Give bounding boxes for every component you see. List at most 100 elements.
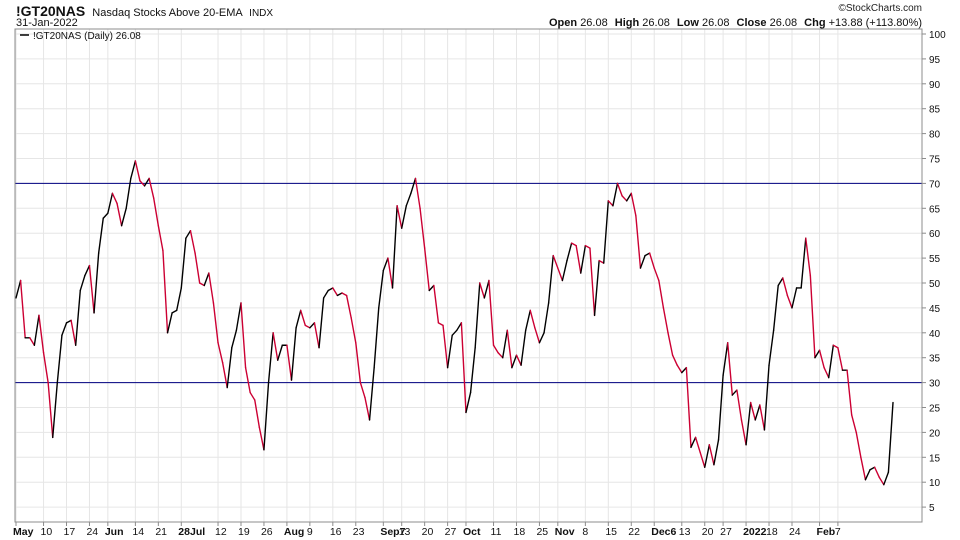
series-segment xyxy=(727,342,733,396)
exchange: INDX xyxy=(249,8,274,19)
series-segment xyxy=(699,451,706,468)
x-tick-label: 23 xyxy=(353,526,365,538)
series-segment xyxy=(777,277,784,287)
x-tick-label: 24 xyxy=(789,526,801,538)
series-segment xyxy=(607,200,614,207)
series-segment xyxy=(887,401,894,473)
x-tick-label: Feb xyxy=(817,526,836,538)
series-segment xyxy=(217,342,224,364)
series-segment xyxy=(515,354,522,366)
x-tick-label: 15 xyxy=(605,526,617,538)
series-segment xyxy=(653,267,660,282)
series-segment xyxy=(713,439,720,466)
series-segment xyxy=(56,334,63,384)
series-segment xyxy=(79,274,86,292)
series-segment xyxy=(97,217,104,254)
series-segment xyxy=(805,237,812,277)
y-tick-label: 25 xyxy=(929,404,941,415)
series-segment xyxy=(419,207,426,249)
series-segment xyxy=(327,287,334,292)
series-segment xyxy=(520,329,527,366)
x-axis: May 10 17 24 Jun 14 21 28Jul 12 19 26 Aug 9 16 23 Sep71… xyxy=(13,522,841,538)
close-value: 26.08 xyxy=(769,17,798,29)
x-tick-label: 27 xyxy=(720,526,732,538)
series-segment xyxy=(373,307,380,369)
series-segment xyxy=(786,294,793,309)
series-segment xyxy=(382,257,389,272)
series-segment xyxy=(433,284,440,324)
series-segment xyxy=(414,177,421,210)
series-segment xyxy=(102,212,109,219)
series-segment xyxy=(176,287,182,312)
series-segment xyxy=(717,374,724,441)
series-segment xyxy=(120,207,127,227)
series-segment xyxy=(391,205,398,289)
series-segment xyxy=(355,342,362,384)
series-segment xyxy=(93,252,100,314)
series-segment xyxy=(396,205,403,229)
series-segment xyxy=(313,322,320,349)
series-segment xyxy=(359,381,366,399)
series-segment xyxy=(635,215,642,269)
legend: !GT20NAS (Daily) 26.08 xyxy=(20,31,141,42)
y-tick-label: 30 xyxy=(929,379,941,390)
symbol-title: !GT20NAS Nasdaq Stocks Above 20-EMA INDX xyxy=(16,3,273,19)
series-segment xyxy=(277,344,284,361)
series-segment xyxy=(543,302,550,334)
series-segment xyxy=(763,364,770,431)
series-segment xyxy=(823,366,830,379)
series-segment xyxy=(524,309,531,332)
series-segment xyxy=(38,314,45,354)
x-tick-label: 10 xyxy=(41,526,53,538)
series-segment xyxy=(878,476,885,486)
chg-label: Chg xyxy=(804,17,826,29)
series-segment xyxy=(603,200,610,264)
series-segment xyxy=(855,431,862,458)
series-segment xyxy=(616,182,623,197)
x-tick-label: 14 xyxy=(132,526,144,538)
series-segment xyxy=(249,391,256,401)
x-tick-label: 16 xyxy=(330,526,342,538)
series-segment xyxy=(304,324,311,329)
series-segment xyxy=(254,399,261,429)
series-segment xyxy=(584,244,591,249)
series-segment xyxy=(286,344,293,381)
y-tick-label: 20 xyxy=(929,428,941,439)
series-segment xyxy=(336,292,343,297)
series-segment xyxy=(428,284,435,292)
series-segment xyxy=(350,317,357,344)
series-segment xyxy=(694,436,701,454)
series-segment xyxy=(529,309,536,329)
series-segment xyxy=(685,366,692,449)
series-segment xyxy=(662,307,669,334)
series-segment xyxy=(442,324,449,369)
series-segment xyxy=(639,254,646,269)
series-segment xyxy=(405,192,412,207)
series-segment xyxy=(465,391,472,414)
x-tick-label: 27 xyxy=(445,526,457,538)
series-segment xyxy=(74,289,81,346)
x-tick-label: 28Jul xyxy=(178,526,205,538)
x-tick-label: 12 xyxy=(215,526,227,538)
series-segment xyxy=(212,302,219,344)
series-segment xyxy=(791,287,798,309)
series-segment xyxy=(143,177,150,187)
series-segment xyxy=(708,444,715,466)
x-tick-label: 18 xyxy=(766,526,778,538)
series-segment xyxy=(722,342,729,376)
series-segment xyxy=(497,352,504,359)
series-segment xyxy=(88,264,95,314)
series-segment xyxy=(322,289,329,299)
x-tick-label: Oct xyxy=(463,526,481,538)
series-segment xyxy=(704,444,711,468)
y-tick-label: 15 xyxy=(929,453,941,464)
x-tick-label: 26 xyxy=(261,526,273,538)
series-segment xyxy=(469,347,476,394)
series-segment xyxy=(446,334,453,369)
series-segment xyxy=(538,332,545,344)
series-segment xyxy=(800,237,807,289)
series-segment xyxy=(180,237,187,289)
y-tick-label: 55 xyxy=(929,254,941,265)
series-segment xyxy=(240,302,247,369)
